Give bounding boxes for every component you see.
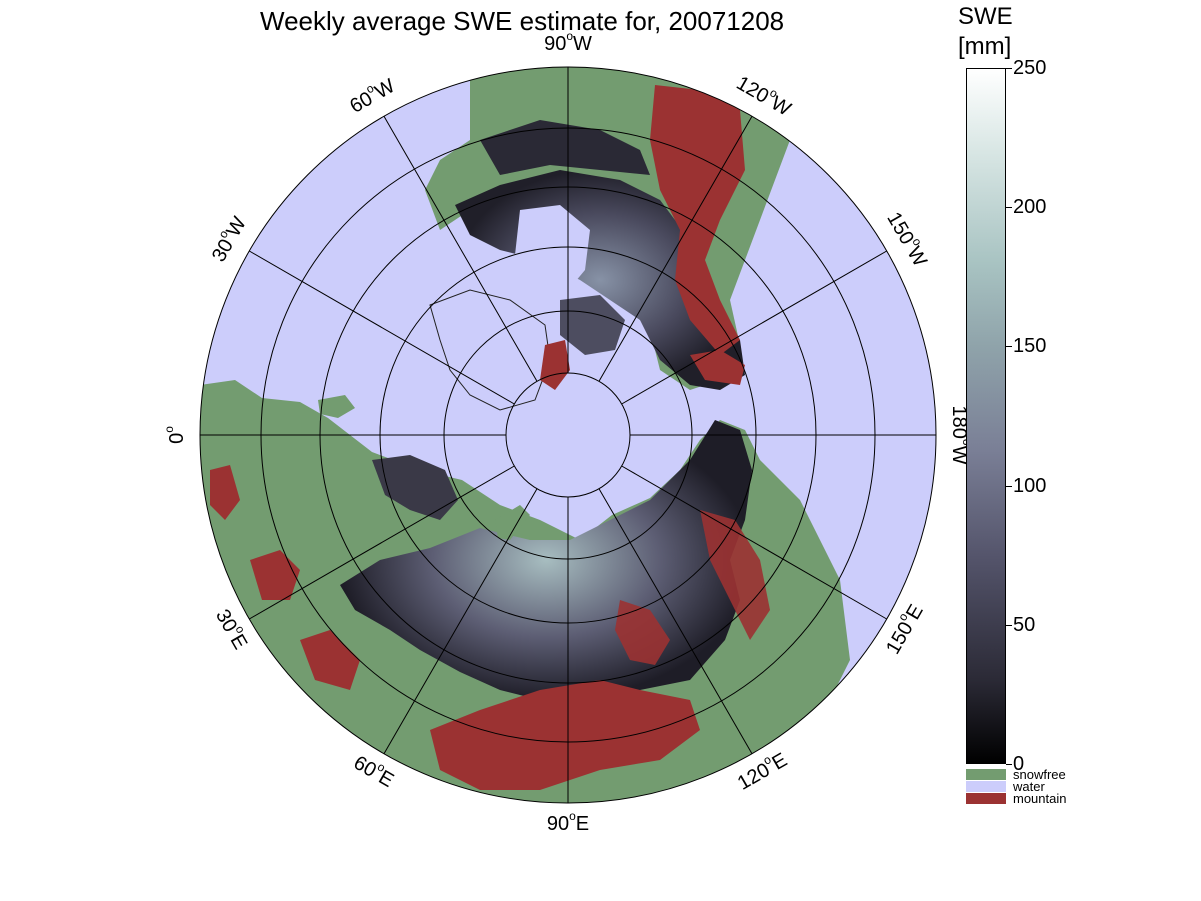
longitude-label: 0o (162, 426, 188, 444)
legend-swatch-mountain (966, 793, 1006, 804)
greenland-mountains (540, 340, 570, 390)
legend-label-water: water (1013, 779, 1045, 794)
colorbar-tick (1006, 346, 1012, 348)
colorbar (966, 68, 1006, 764)
longitude-label: 90oE (547, 809, 589, 835)
scandinavia-snow (372, 455, 458, 520)
hudson-bay (515, 205, 590, 300)
longitude-label: 30oW (205, 211, 252, 266)
alps-mountains (250, 550, 300, 600)
longitude-label: 90oW (544, 29, 592, 55)
rocky-mountains (650, 85, 745, 355)
novaya-zemlya (495, 505, 530, 540)
legend-label-mountain: mountain (1013, 791, 1067, 806)
alaska-mountains (690, 350, 745, 385)
colorbar-tick-label: 150 (1013, 335, 1047, 358)
figure-title: Weekly average SWE estimate for, 2007120… (260, 6, 785, 36)
colorbar-title-line1: SWE (958, 3, 1013, 30)
colorbar-title: SWE [mm] (958, 2, 1013, 62)
east-siberia-mountains (700, 510, 770, 640)
canada-north-snow (480, 120, 650, 175)
colorbar-title-line2: [mm] (958, 33, 1012, 60)
meridian-line (383, 116, 538, 382)
colorbar-tick-label: 100 (1013, 474, 1047, 497)
colorbar-tick-label: 0 (1013, 753, 1025, 775)
legend-label-snowfree: snowfree (1013, 767, 1066, 782)
meridian-line (249, 465, 515, 620)
meridian-line (598, 488, 753, 754)
colorbar-tick-label: 250 (1013, 57, 1047, 79)
meridian-line (249, 250, 515, 405)
central-asia-mountains (615, 600, 670, 665)
longitude-label: 60oW (344, 72, 399, 119)
meridian-line (621, 250, 887, 405)
meridian-line (598, 116, 753, 382)
map-content (200, 67, 936, 803)
colorbar-tick-label: 50 (1013, 613, 1036, 636)
arctic-archipelago (560, 295, 625, 355)
legend-swatch-water (966, 781, 1006, 792)
colorbar-tick (1006, 624, 1012, 626)
himalaya-mountains (430, 680, 700, 790)
meridian-line (383, 488, 538, 754)
colorbar-tick-label: 200 (1013, 196, 1047, 219)
colorbar-tick (1006, 68, 1012, 69)
anatolia-mountains (300, 630, 360, 690)
longitude-lines (200, 67, 936, 803)
colorbar-tick (1006, 764, 1012, 765)
iberia-mountains (210, 465, 240, 520)
colorbar-tick (1006, 485, 1012, 487)
iceland (318, 395, 355, 418)
colorbar-tick (1006, 207, 1012, 209)
longitude-label: 30oE (211, 604, 255, 654)
greenland-outline (429, 289, 551, 411)
legend-swatch-snowfree (966, 769, 1006, 780)
meridian-line (621, 465, 887, 620)
